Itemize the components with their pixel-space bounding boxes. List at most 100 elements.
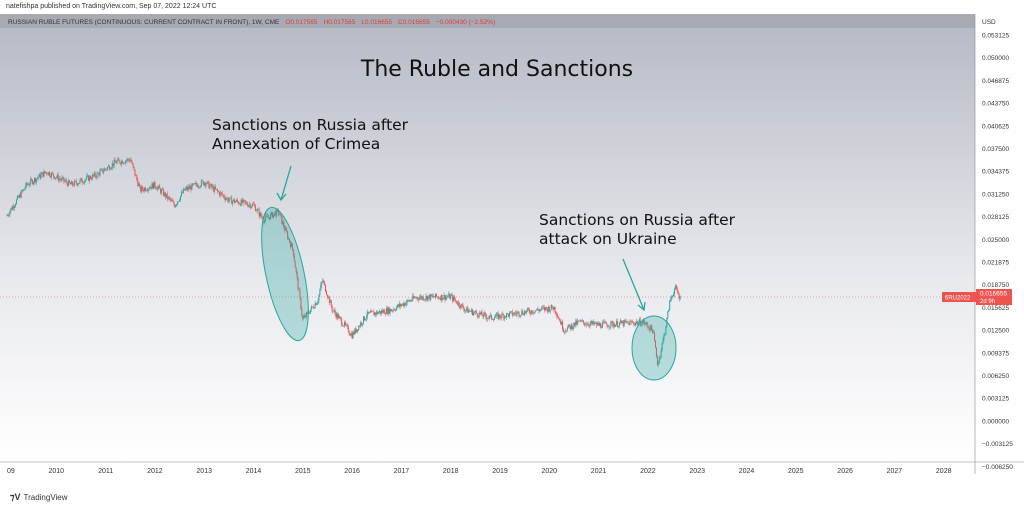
candle-body (560, 320, 562, 325)
candle-body (122, 160, 124, 164)
candle-body (71, 181, 73, 186)
candle-body (351, 333, 353, 339)
candle-body (517, 311, 519, 313)
candle-body (131, 162, 133, 164)
candle-body (545, 307, 547, 309)
candle-body (12, 206, 14, 210)
candle-body (647, 324, 649, 328)
candle-body (511, 311, 513, 316)
candle-body (402, 303, 404, 307)
candle-body (182, 188, 184, 194)
candle-body (325, 284, 327, 292)
candle-body (110, 167, 112, 169)
candle-body (648, 327, 650, 329)
y-tick-label: 0.028125 (982, 214, 1009, 221)
ticker-label-bg (942, 292, 976, 302)
candle-body (15, 204, 17, 207)
candle-body (91, 174, 93, 180)
candle-body (70, 181, 72, 185)
candle-body (616, 321, 618, 325)
candle-body (105, 168, 107, 170)
candle-body (674, 285, 676, 290)
candle-body (92, 174, 94, 176)
candle-body (267, 215, 269, 218)
candle-body (659, 356, 661, 358)
candle-body (582, 320, 584, 323)
candle-body (126, 158, 128, 161)
candle-body (109, 168, 111, 170)
candle-body (257, 209, 259, 210)
published-by: natefishpa published on TradingView.com,… (6, 3, 217, 10)
candle-body (588, 325, 590, 327)
candle-body (453, 296, 455, 301)
candle-body (313, 307, 315, 309)
legend-high: H0.017565 (324, 19, 356, 26)
candle-body (324, 282, 326, 285)
candle-body (271, 212, 273, 218)
candle-body (238, 203, 240, 205)
candle-body (654, 340, 656, 348)
candle-body (354, 328, 356, 335)
candle-body (607, 326, 609, 328)
candle-body (189, 186, 191, 189)
candle-body (320, 284, 322, 291)
candle-body (508, 312, 510, 317)
candle-body (518, 311, 520, 316)
candle-body (626, 321, 628, 323)
candle-body (242, 199, 244, 203)
candle-body (310, 306, 312, 310)
candle-body (394, 309, 396, 310)
candle-body (367, 311, 369, 314)
candle-body (269, 217, 271, 220)
candle-body (130, 159, 132, 163)
candle-body (360, 322, 362, 327)
candle-body (444, 295, 446, 300)
candle-body (525, 311, 527, 313)
candle-body (536, 308, 538, 311)
candle-body (595, 322, 597, 324)
y-tick-label: 0.012500 (982, 328, 1009, 335)
candle-body (319, 290, 321, 295)
legend-bar (0, 14, 975, 28)
x-tick-label: 2012 (147, 468, 163, 475)
candle-body (253, 203, 254, 205)
price-chart[interactable]: RUSSIAN RUBLE FUTURES (CONTINUOUS: CURRE… (0, 14, 1024, 492)
candle-body (342, 324, 344, 326)
candle-body (448, 293, 450, 297)
candle-body (520, 315, 522, 316)
candle-body (601, 322, 603, 328)
candle-body (8, 215, 10, 216)
candle-body (168, 196, 170, 199)
candle-body (573, 322, 575, 328)
candle-body (93, 172, 95, 176)
candle-body (496, 313, 498, 314)
candle-body (138, 184, 140, 187)
candle-body (532, 312, 534, 314)
candle-body (589, 323, 591, 327)
candle-body (174, 204, 176, 208)
candle-body (583, 322, 585, 325)
candle-body (314, 303, 316, 308)
candle-body (497, 313, 499, 319)
candle-body (177, 201, 179, 205)
candle-body (7, 215, 9, 216)
candle-body (156, 188, 158, 190)
candle-body (282, 222, 284, 225)
candle-body (620, 320, 622, 324)
candle-body (653, 332, 655, 334)
candle-body (36, 178, 38, 179)
candle-body (512, 314, 514, 316)
tradingview-logo-icon: ⁊V (10, 492, 21, 502)
candle-body (39, 173, 41, 179)
candle-body (215, 186, 217, 190)
candle-body (578, 320, 580, 322)
candle-body (38, 173, 40, 178)
candle-body (95, 176, 97, 178)
candle-body (349, 334, 351, 336)
candle-body (545, 307, 547, 311)
candle-body (476, 313, 478, 317)
candle-body (572, 327, 574, 330)
candle-body (425, 295, 427, 300)
candle-body (340, 317, 342, 319)
candle-body (413, 295, 415, 299)
